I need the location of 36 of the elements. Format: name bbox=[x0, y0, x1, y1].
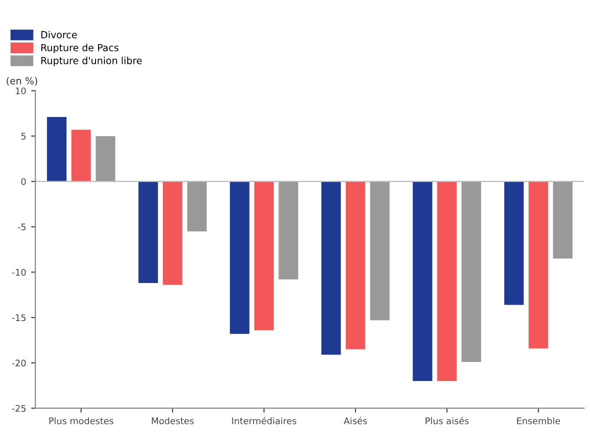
x-tick-label: Modestes bbox=[152, 417, 194, 424]
bar bbox=[96, 136, 116, 182]
y-tick-label: 5 bbox=[21, 132, 26, 140]
bar bbox=[346, 181, 366, 350]
y-tick-label: -5 bbox=[18, 224, 26, 230]
y-tick-label: -20 bbox=[12, 360, 26, 366]
bar bbox=[71, 130, 91, 182]
x-tick-label: Intermédiaires bbox=[232, 416, 296, 424]
bar bbox=[462, 181, 482, 362]
bar bbox=[278, 181, 298, 280]
x-tick-label: Aisés bbox=[344, 416, 367, 424]
y-tick-label: -15 bbox=[12, 314, 26, 322]
y-tick-label: 10 bbox=[16, 87, 26, 94]
x-tick-label: Plus modestes bbox=[49, 417, 114, 424]
bar bbox=[230, 181, 250, 334]
bar bbox=[254, 181, 274, 330]
x-tick-label: Ensemble bbox=[517, 417, 560, 424]
x-tick-label: Plus aisés bbox=[426, 416, 469, 424]
y-tick-label: -10 bbox=[12, 268, 26, 276]
bar bbox=[187, 181, 207, 232]
bar bbox=[437, 181, 457, 382]
bar bbox=[138, 181, 158, 284]
y-tick-label: 0 bbox=[21, 178, 26, 185]
bar bbox=[553, 181, 573, 259]
bar bbox=[162, 181, 182, 285]
bar bbox=[504, 181, 524, 305]
bar bbox=[412, 181, 432, 382]
legend-label: Divorce bbox=[41, 30, 77, 38]
y-axis-title: (en %) bbox=[6, 77, 38, 86]
legend-label: Rupture d'union libre bbox=[41, 56, 142, 66]
bar bbox=[370, 181, 390, 320]
y-tick-label: -25 bbox=[12, 404, 26, 412]
bar bbox=[528, 181, 548, 348]
bar bbox=[321, 181, 341, 355]
legend-label: Rupture de Pacs bbox=[41, 44, 118, 54]
bar bbox=[46, 117, 66, 182]
